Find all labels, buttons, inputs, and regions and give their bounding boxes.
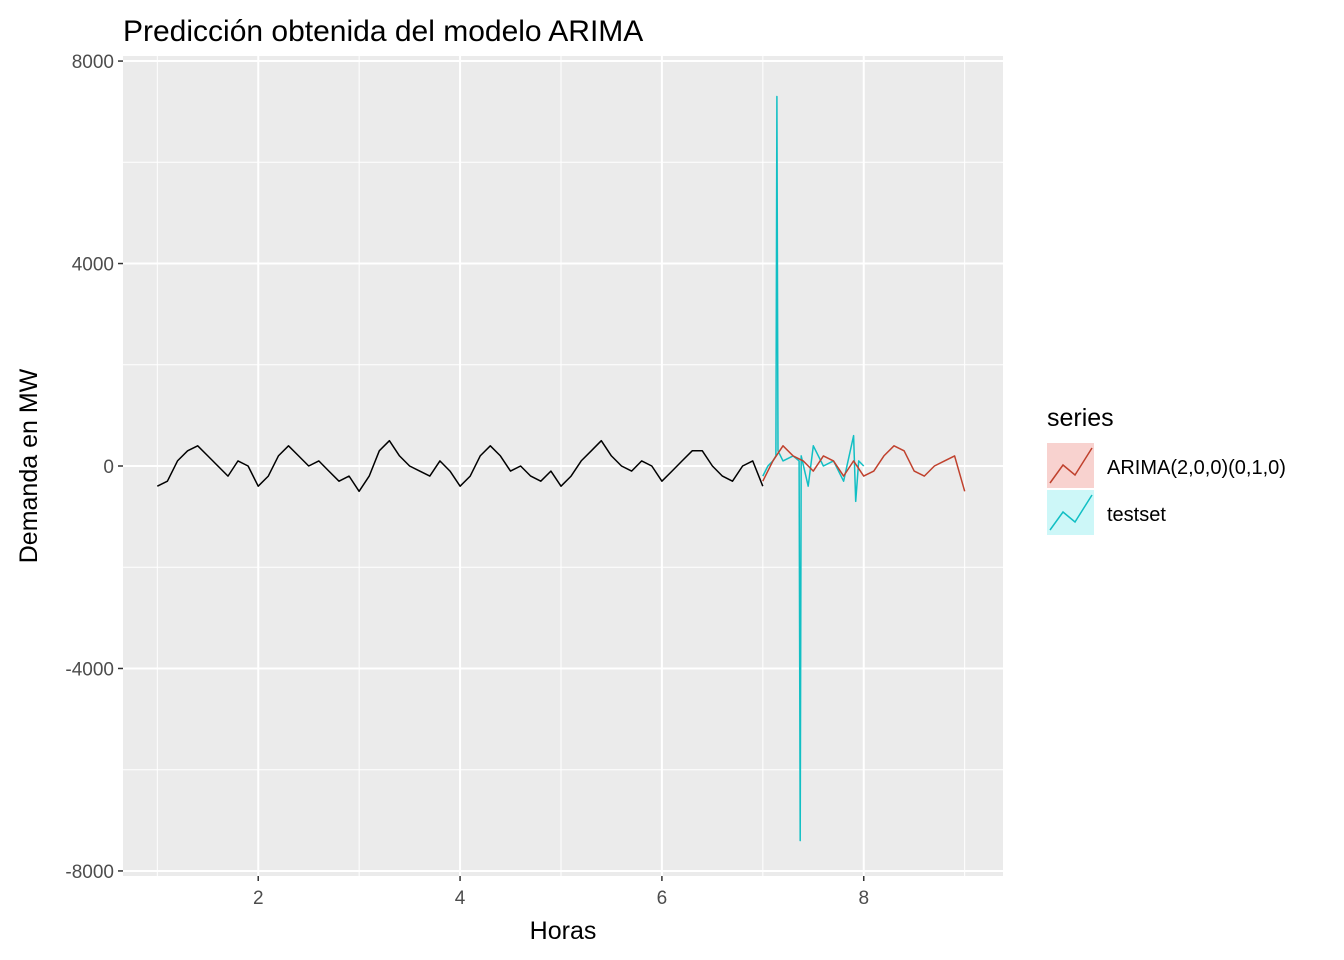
legend-title: series: [1047, 404, 1114, 432]
legend-item-arima: ARIMA(2,0,0)(0,1,0): [1047, 443, 1286, 488]
y-axis: -8000 -4000 0 4000 8000: [65, 52, 123, 883]
legend-key-line-arima: [1049, 447, 1093, 484]
x-tick-label: 6: [657, 888, 668, 909]
y-tick-label: 4000: [72, 255, 114, 276]
y-axis-title: Demanda en MW: [15, 368, 43, 563]
legend-key-arima: [1047, 443, 1094, 488]
grid-major: [123, 56, 1003, 876]
x-axis-title: Horas: [530, 917, 597, 945]
legend-label-arima: ARIMA(2,0,0)(0,1,0): [1107, 457, 1286, 479]
y-tick-label: 8000: [72, 52, 114, 73]
series-layer: [156, 95, 966, 842]
chart-title: Predicción obtenida del modelo ARIMA: [123, 15, 643, 48]
y-tick-label: 0: [103, 457, 114, 478]
x-tick-label: 8: [858, 888, 869, 909]
legend-key-testset: [1047, 490, 1094, 535]
x-tick-label: 2: [253, 888, 264, 909]
series-line-1: [762, 95, 865, 842]
legend-item-testset: testset: [1047, 490, 1166, 535]
y-tick-label: -8000: [65, 862, 114, 883]
series-line-0: [156, 439, 764, 493]
legend-key-line-testset: [1049, 494, 1093, 531]
legend-label-testset: testset: [1107, 504, 1166, 526]
x-axis: 2 4 6 8: [253, 876, 869, 909]
legend: series ARIMA(2,0,0)(0,1,0) testset: [1047, 404, 1286, 535]
series-line-2: [762, 445, 966, 492]
y-tick-label: -4000: [65, 659, 114, 680]
x-tick-label: 4: [455, 888, 466, 909]
